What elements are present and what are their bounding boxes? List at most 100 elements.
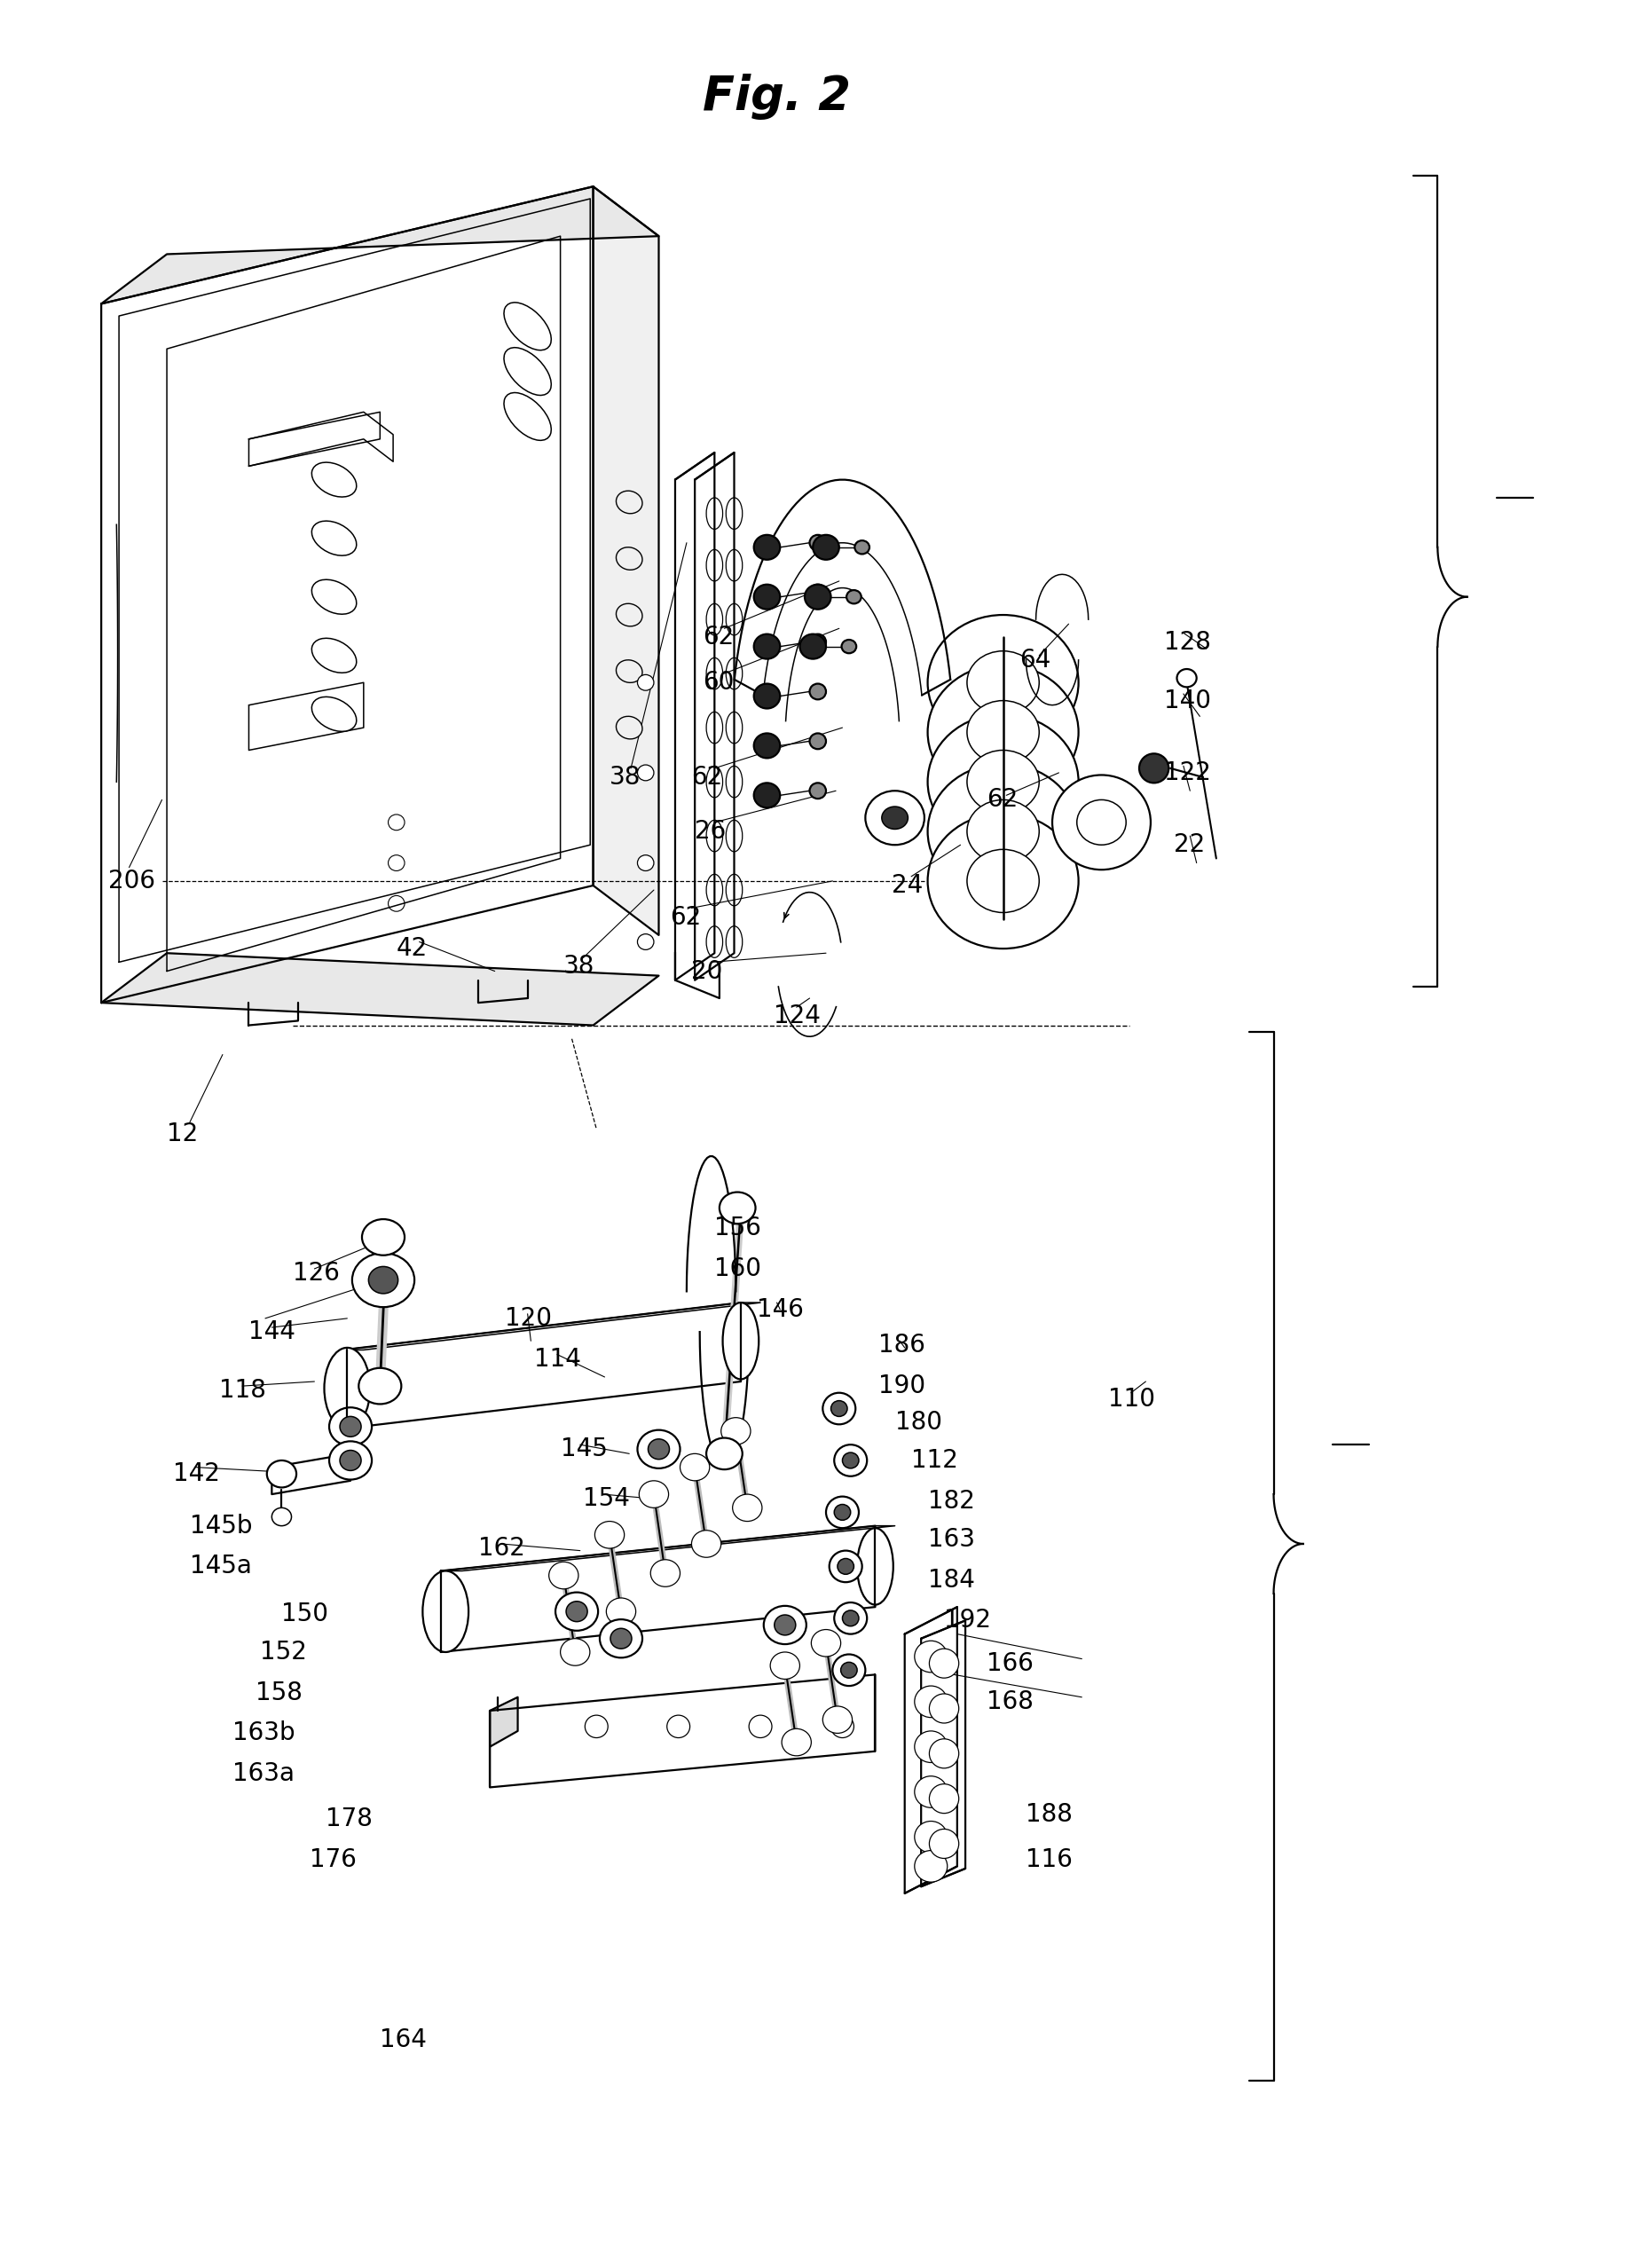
Ellipse shape [882, 807, 909, 830]
Ellipse shape [915, 1641, 947, 1673]
Ellipse shape [930, 1693, 958, 1723]
Ellipse shape [504, 392, 552, 440]
Ellipse shape [915, 1687, 947, 1718]
Ellipse shape [616, 492, 643, 515]
Ellipse shape [707, 1437, 742, 1469]
Ellipse shape [834, 1505, 851, 1521]
Ellipse shape [753, 635, 780, 660]
Text: 163a: 163a [233, 1761, 294, 1786]
Ellipse shape [846, 589, 861, 603]
Text: 116: 116 [1026, 1848, 1072, 1873]
Ellipse shape [638, 764, 654, 780]
Text: 184: 184 [928, 1566, 975, 1591]
Ellipse shape [841, 1662, 857, 1678]
Text: 64: 64 [1019, 648, 1051, 673]
Ellipse shape [638, 855, 654, 871]
Text: 38: 38 [610, 764, 641, 789]
Text: 22: 22 [1173, 832, 1204, 857]
Ellipse shape [329, 1408, 372, 1446]
Text: 145a: 145a [190, 1553, 251, 1578]
Ellipse shape [667, 1716, 691, 1739]
Ellipse shape [809, 635, 826, 651]
Ellipse shape [423, 1571, 469, 1653]
Ellipse shape [834, 1603, 867, 1635]
Ellipse shape [809, 685, 826, 701]
Ellipse shape [809, 585, 826, 601]
Ellipse shape [719, 1192, 755, 1224]
Ellipse shape [548, 1562, 578, 1589]
Ellipse shape [866, 791, 925, 846]
Ellipse shape [800, 635, 826, 660]
Ellipse shape [930, 1739, 958, 1768]
Ellipse shape [966, 850, 1039, 914]
Ellipse shape [823, 1707, 852, 1734]
Ellipse shape [639, 1480, 669, 1508]
Ellipse shape [638, 934, 654, 950]
Ellipse shape [843, 1610, 859, 1625]
Ellipse shape [809, 535, 826, 551]
Ellipse shape [340, 1417, 362, 1437]
Polygon shape [101, 186, 659, 304]
Text: 42: 42 [396, 936, 428, 961]
Text: 206: 206 [107, 868, 155, 893]
Ellipse shape [651, 1560, 681, 1587]
Ellipse shape [966, 701, 1039, 764]
Text: 166: 166 [986, 1650, 1034, 1675]
Text: 144: 144 [249, 1319, 296, 1344]
Text: 162: 162 [479, 1537, 525, 1560]
Ellipse shape [775, 1614, 796, 1635]
Ellipse shape [560, 1639, 590, 1666]
Text: 178: 178 [325, 1807, 373, 1832]
Ellipse shape [809, 782, 826, 798]
Ellipse shape [324, 1347, 370, 1428]
Ellipse shape [781, 1730, 811, 1755]
Ellipse shape [813, 535, 839, 560]
Ellipse shape [966, 800, 1039, 864]
Ellipse shape [362, 1220, 405, 1256]
Text: 163: 163 [928, 1528, 975, 1553]
Ellipse shape [966, 750, 1039, 814]
Ellipse shape [732, 1494, 762, 1521]
Text: 62: 62 [704, 626, 733, 651]
Text: 164: 164 [380, 2027, 426, 2052]
Ellipse shape [930, 1784, 958, 1814]
Ellipse shape [616, 546, 643, 569]
Polygon shape [342, 1304, 740, 1428]
Polygon shape [101, 952, 659, 1025]
Text: 145: 145 [560, 1437, 608, 1462]
Ellipse shape [966, 651, 1039, 714]
Ellipse shape [753, 732, 780, 757]
Ellipse shape [616, 660, 643, 682]
Ellipse shape [928, 814, 1079, 948]
Polygon shape [273, 1453, 350, 1494]
Ellipse shape [638, 676, 654, 691]
Polygon shape [491, 1698, 517, 1748]
Text: 154: 154 [583, 1487, 631, 1512]
Ellipse shape [915, 1850, 947, 1882]
Ellipse shape [841, 639, 856, 653]
Ellipse shape [606, 1598, 636, 1625]
Ellipse shape [753, 585, 780, 610]
Polygon shape [593, 186, 659, 934]
Polygon shape [342, 1304, 760, 1349]
Ellipse shape [681, 1453, 710, 1480]
Ellipse shape [928, 664, 1079, 800]
Text: 145b: 145b [190, 1514, 253, 1539]
Ellipse shape [504, 302, 552, 349]
Ellipse shape [1052, 775, 1151, 871]
Polygon shape [905, 1607, 957, 1893]
Text: 146: 146 [757, 1297, 805, 1322]
Text: 114: 114 [534, 1347, 582, 1372]
Text: 163b: 163b [233, 1721, 296, 1746]
Ellipse shape [1077, 800, 1127, 846]
Polygon shape [695, 453, 733, 979]
Ellipse shape [638, 1430, 681, 1469]
Ellipse shape [831, 1716, 854, 1739]
Ellipse shape [915, 1775, 947, 1807]
Text: 38: 38 [563, 954, 595, 979]
Text: 140: 140 [1163, 689, 1211, 714]
Text: 62: 62 [671, 905, 702, 929]
Text: 124: 124 [773, 1004, 821, 1029]
Text: 158: 158 [256, 1680, 302, 1705]
Ellipse shape [722, 1304, 758, 1378]
